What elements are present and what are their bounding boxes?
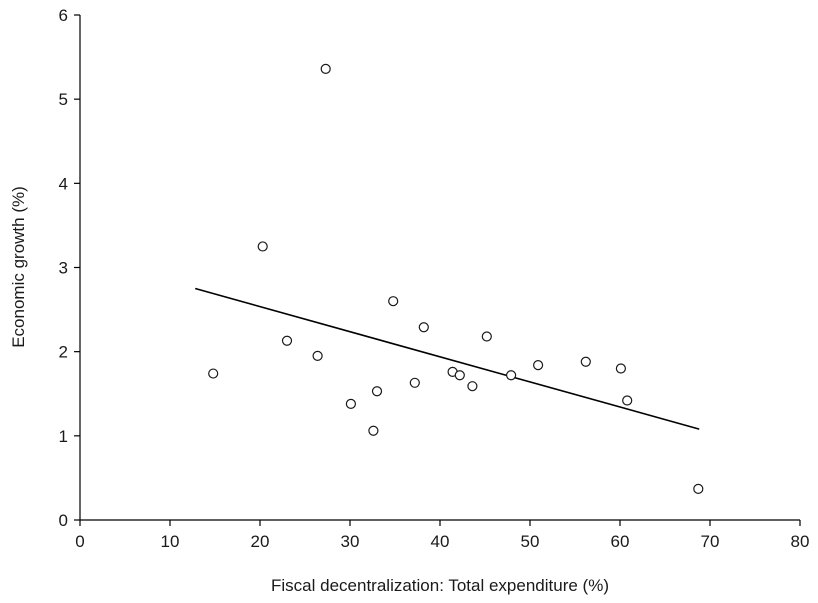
data-point	[257, 241, 268, 252]
y-tick-label: 6	[59, 6, 68, 25]
y-tick-label: 4	[59, 174, 68, 193]
y-axis-title: Economic growth (%)	[9, 186, 28, 348]
data-point	[481, 331, 492, 342]
data-point	[371, 386, 383, 397]
y-tick-label: 0	[59, 511, 68, 530]
data-points	[208, 63, 704, 494]
x-tick-label: 10	[161, 532, 180, 551]
y-tick-label: 3	[59, 259, 68, 278]
y-tick-label: 1	[59, 427, 68, 446]
data-point	[388, 296, 399, 307]
x-tick-label: 60	[611, 532, 630, 551]
data-point	[409, 377, 420, 388]
data-point	[368, 425, 379, 436]
x-tick-label: 40	[431, 532, 450, 551]
data-point	[418, 322, 429, 333]
axes	[79, 15, 800, 521]
trend-line	[194, 287, 700, 430]
data-point	[345, 398, 356, 409]
x-axis-title: Fiscal decentralization: Total expenditu…	[271, 576, 609, 595]
data-point	[532, 360, 544, 371]
y-tick-label: 2	[59, 343, 68, 362]
data-point	[615, 363, 627, 374]
x-tick-label: 50	[521, 532, 540, 551]
data-point	[622, 395, 633, 406]
data-point	[693, 483, 704, 494]
data-point	[312, 350, 323, 361]
x-tick-label: 0	[75, 532, 84, 551]
x-tick-label: 30	[341, 532, 360, 551]
x-tick-label: 20	[251, 532, 270, 551]
data-point	[320, 63, 331, 74]
x-tick-label: 70	[701, 532, 720, 551]
data-point	[281, 335, 293, 346]
data-point	[467, 381, 478, 392]
data-point	[454, 370, 465, 381]
y-tick-label: 5	[59, 90, 68, 109]
data-point	[506, 370, 517, 381]
y-ticks: 0 1 2 3 4 5 6	[59, 6, 80, 530]
x-tick-label: 80	[791, 532, 810, 551]
data-point	[208, 368, 219, 379]
data-point	[580, 356, 591, 367]
x-ticks: 0 10 20 30 40 50 60 70 80	[75, 520, 809, 551]
